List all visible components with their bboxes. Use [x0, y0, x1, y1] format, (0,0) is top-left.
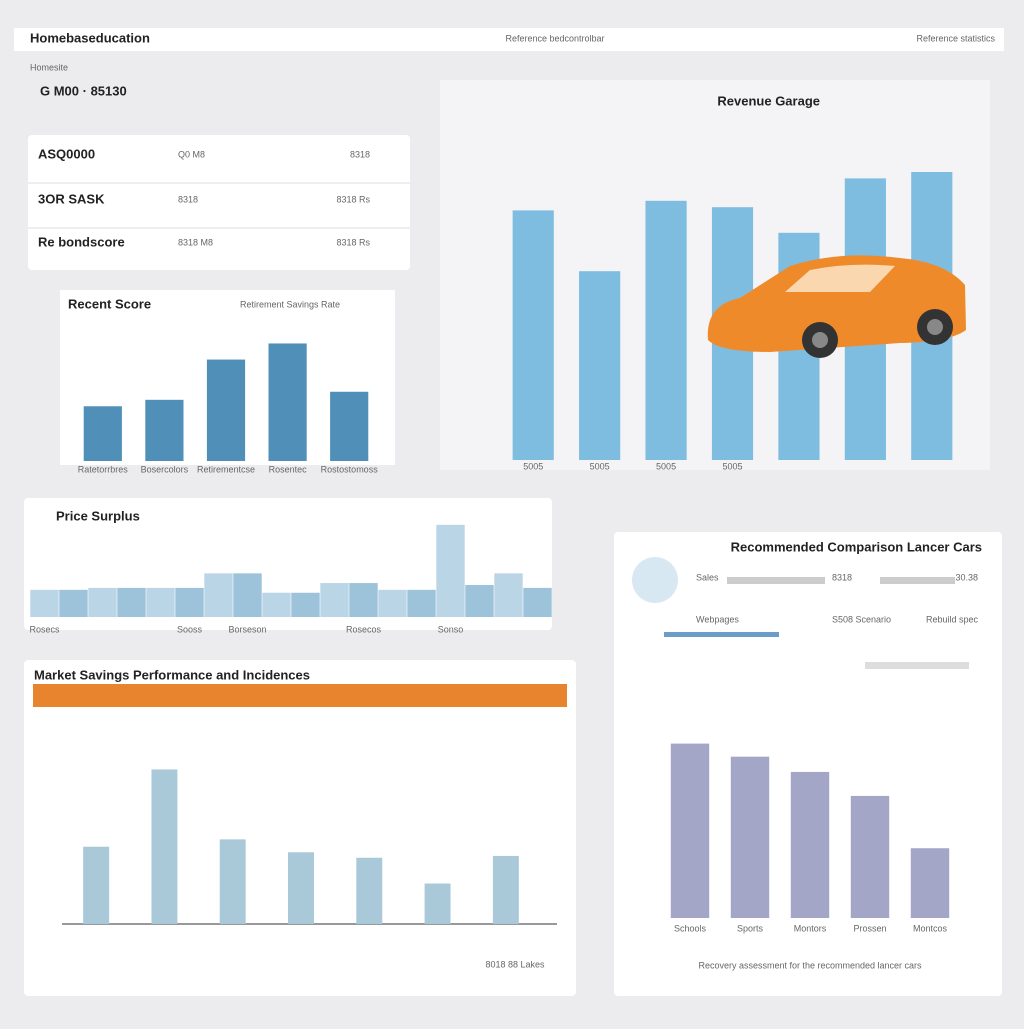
bar	[790, 771, 830, 918]
comparison-cell: 8318	[832, 572, 852, 582]
comparison-cell: S508 Scenario	[832, 614, 891, 624]
table-cell: Q0 M8	[178, 149, 205, 159]
bar	[850, 795, 890, 918]
chart-title: Market Savings Performance and Incidence…	[34, 667, 310, 682]
bar	[83, 406, 122, 461]
brand[interactable]: Homebaseducation	[30, 30, 150, 45]
bar	[151, 769, 178, 924]
table-cell: 8318 Rs	[336, 194, 370, 204]
caption: Homesite	[30, 62, 68, 72]
comparison-cell: Rebuild spec	[926, 614, 979, 624]
bar	[146, 587, 175, 617]
progress	[664, 632, 779, 637]
bar	[175, 587, 204, 617]
avatar	[632, 557, 678, 603]
x-tick-label: Borseson	[228, 624, 266, 634]
comparison-cell: 30.38	[955, 572, 978, 582]
header-link[interactable]: Reference statistics	[916, 33, 995, 43]
bar	[206, 359, 246, 461]
bar	[910, 848, 950, 918]
comparison-cell: Webpages	[696, 614, 739, 624]
chart-footer: 8018 88 Lakes	[485, 959, 545, 969]
header-link[interactable]: Reference bedcontrolbar	[505, 33, 604, 43]
bar	[145, 399, 184, 461]
summary-value: G M00 · 85130	[40, 83, 127, 98]
table-cell: 8318	[178, 194, 198, 204]
bar	[59, 589, 88, 617]
bar	[579, 271, 621, 460]
x-tick-label: Sports	[737, 923, 764, 933]
title-bar	[33, 684, 567, 707]
x-tick-label: 5005	[523, 461, 543, 471]
bar	[83, 846, 110, 924]
bar	[465, 584, 494, 617]
bar	[349, 583, 378, 617]
table-cell: 8318 M8	[178, 237, 213, 247]
bar	[219, 839, 246, 924]
x-tick-label: Rosentec	[269, 464, 308, 474]
bar	[291, 592, 320, 617]
bar	[268, 343, 307, 461]
bar	[30, 589, 59, 617]
chart-title: Price Surplus	[56, 508, 140, 523]
bar	[730, 756, 770, 918]
header-bar	[14, 28, 1004, 51]
bar	[407, 589, 436, 617]
bar	[492, 855, 519, 924]
x-tick-label: Rosecs	[29, 624, 60, 634]
table-cell: 3OR SASK	[38, 191, 105, 206]
bar	[645, 200, 687, 461]
chart-panel	[614, 532, 1002, 996]
bar	[262, 592, 291, 617]
bar	[523, 587, 552, 617]
x-tick-label: Montors	[794, 923, 827, 933]
bar	[436, 524, 465, 617]
x-tick-label: Rosecos	[346, 624, 382, 634]
table-cell: 8318	[350, 149, 370, 159]
bar	[204, 573, 233, 617]
bar	[288, 852, 314, 924]
table-panel	[28, 135, 410, 270]
chart-title: Recommended Comparison Lancer Cars	[731, 539, 982, 554]
bar	[233, 573, 262, 617]
x-tick-label: Sooss	[177, 624, 203, 634]
chart-subtitle: Retirement Savings Rate	[240, 299, 340, 309]
bar	[356, 857, 383, 924]
table-cell: ASQ0000	[38, 146, 95, 161]
x-tick-label: Ratetorrbres	[78, 464, 129, 474]
x-tick-label: Schools	[674, 923, 707, 933]
progress	[865, 662, 969, 669]
x-tick-label: Sonso	[438, 624, 464, 634]
chart-title: Recent Score	[68, 296, 151, 311]
chart-panel	[24, 660, 576, 996]
progress	[727, 577, 825, 584]
table-cell: 8318 Rs	[336, 237, 370, 247]
bar	[512, 210, 554, 460]
chart-title: Revenue Garage	[717, 93, 820, 108]
x-tick-label: Prossen	[853, 923, 886, 933]
x-tick-label: 5005	[656, 461, 676, 471]
car-illustration	[707, 255, 966, 358]
chart-footer: Recovery assessment for the recommended …	[698, 960, 922, 970]
bar	[330, 391, 369, 461]
bar	[117, 587, 146, 617]
x-tick-label: Montcos	[913, 923, 948, 933]
comparison-cell: Sales	[696, 572, 719, 582]
bar	[88, 587, 117, 617]
table-cell: Re bondscore	[38, 234, 125, 249]
x-tick-label: 5005	[722, 461, 742, 471]
x-tick-label: Rostostomoss	[321, 464, 379, 474]
progress	[880, 577, 955, 584]
bar	[320, 583, 349, 617]
x-tick-label: Bosercolors	[141, 464, 189, 474]
bar	[670, 743, 710, 918]
x-tick-label: 5005	[590, 461, 610, 471]
bar	[424, 883, 451, 924]
x-tick-label: Retirementcse	[197, 464, 255, 474]
bar	[378, 589, 407, 617]
bar	[494, 573, 523, 617]
